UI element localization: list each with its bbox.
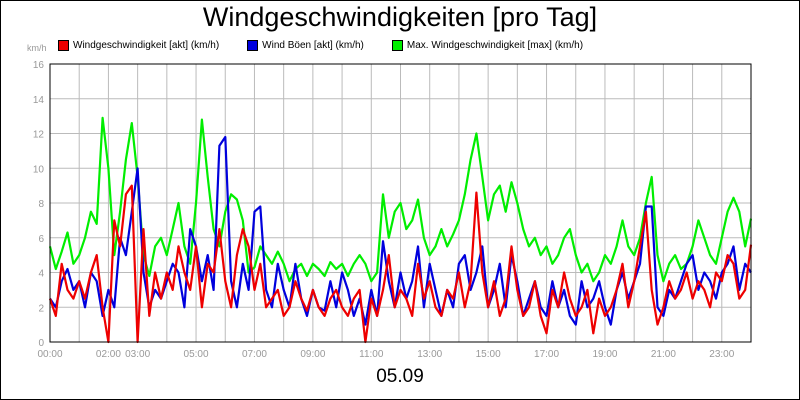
y-tick-label: 4 [38, 269, 44, 280]
y-tick-label: 12 [33, 130, 45, 141]
x-axis-ticks: 00:00 02:00 03:00 05:00 07:00 09:00 11:00 13:00… [37, 349, 734, 360]
legend-item-wind-speed: Windgeschwindigkeit [akt] (km/h) [58, 39, 220, 51]
chart-legend: Windgeschwindigkeit [akt] (km/h) Wind Bö… [58, 38, 611, 52]
x-tick-label: 17:00 [534, 349, 559, 360]
x-tick-label: 13:00 [417, 349, 442, 360]
legend-item-max-wind-speed: Max. Windgeschwindigkeit [max] (km/h) [391, 39, 584, 51]
x-tick-label: 05:00 [184, 349, 209, 360]
chart-title: Windgeschwindigkeiten [pro Tag] [202, 2, 598, 32]
x-tick-label: 00:00 [37, 349, 62, 360]
chart-date-label: 05.09 [376, 366, 424, 387]
y-tick-label: 14 [33, 95, 45, 106]
legend-label: Wind Böen [akt] (km/h) [262, 39, 364, 51]
x-tick-label: 21:00 [651, 349, 676, 360]
series-line-max-wind-speed [48, 116, 753, 283]
x-tick-label: 23:00 [709, 349, 734, 360]
series-line-wind-speed [48, 184, 753, 344]
legend-swatch-green [391, 39, 403, 51]
legend-label: Windgeschwindigkeit [akt] (km/h) [73, 39, 220, 51]
chart-series-layer [48, 116, 753, 344]
x-tick-label: 03:00 [125, 349, 150, 360]
legend-label: Max. Windgeschwindigkeit [max] (km/h) [406, 39, 584, 51]
legend-swatch-blue [247, 39, 259, 51]
y-tick-label: 6 [38, 234, 44, 245]
legend-item-gusts: Wind Böen [akt] (km/h) [247, 39, 364, 51]
x-tick-label: 02:00 [96, 349, 121, 360]
y-axis-ticks: 0 2 4 6 8 10 12 14 16 [33, 60, 45, 349]
x-tick-label: 15:00 [476, 349, 501, 360]
x-tick-label: 11:00 [359, 349, 384, 360]
legend-swatch-red [58, 39, 69, 51]
x-tick-label: 09:00 [300, 349, 325, 360]
y-tick-label: 16 [33, 60, 45, 71]
y-tick-label: 2 [38, 303, 44, 314]
plot-border [49, 63, 752, 343]
y-axis-unit-label: km/h [27, 43, 47, 53]
x-tick-label: 07:00 [242, 349, 267, 360]
y-tick-label: 0 [38, 338, 44, 349]
y-tick-label: 10 [33, 164, 45, 175]
y-tick-label: 8 [38, 199, 44, 210]
x-tick-label: 19:00 [592, 349, 617, 360]
